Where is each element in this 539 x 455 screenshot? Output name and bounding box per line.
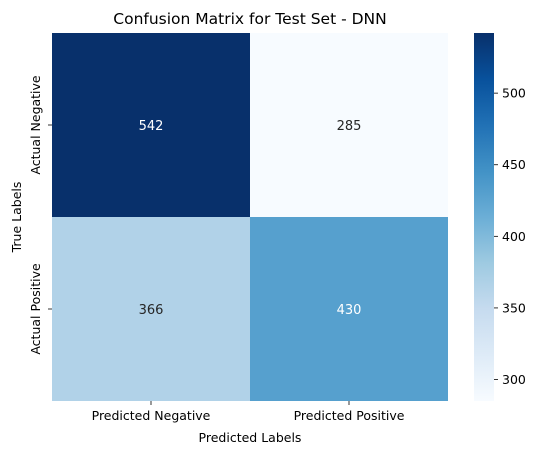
x-axis-ticks: Predicted Negative Predicted Positive: [92, 401, 405, 423]
colorbar-tick-label-0: 300: [502, 372, 526, 387]
colorbar-ticks: 300 350 400 450 500: [494, 86, 526, 387]
colorbar: [474, 33, 494, 401]
cell-value-r0-c0: 542: [139, 119, 164, 134]
chart-title: Confusion Matrix for Test Set - DNN: [113, 10, 386, 28]
heatmap-cells: [52, 33, 448, 401]
cell-r0-c1: [250, 33, 448, 217]
cell-r1-c1: [250, 217, 448, 401]
colorbar-tick-label-3: 450: [502, 157, 526, 172]
cell-value-r0-c1: 285: [337, 119, 362, 134]
cell-r0-c0: [52, 33, 250, 217]
cell-value-r1-c1: 430: [337, 303, 362, 318]
x-tick-label-1: Predicted Positive: [294, 408, 405, 423]
heatmap-cell-labels: 542 285 366 430: [139, 119, 362, 318]
cell-r1-c0: [52, 217, 250, 401]
y-axis-ticks: Actual Negative Actual Positive: [28, 75, 52, 355]
colorbar-tick-label-4: 500: [502, 86, 526, 101]
colorbar-tick-label-1: 350: [502, 300, 526, 315]
x-axis-label: Predicted Labels: [199, 430, 302, 445]
y-axis-label: True Labels: [9, 182, 24, 254]
x-tick-label-0: Predicted Negative: [92, 408, 211, 423]
colorbar-tick-label-2: 400: [502, 229, 526, 244]
cell-value-r1-c0: 366: [139, 303, 164, 318]
y-tick-label-0: Actual Negative: [28, 75, 43, 175]
y-tick-label-1: Actual Positive: [28, 263, 43, 355]
